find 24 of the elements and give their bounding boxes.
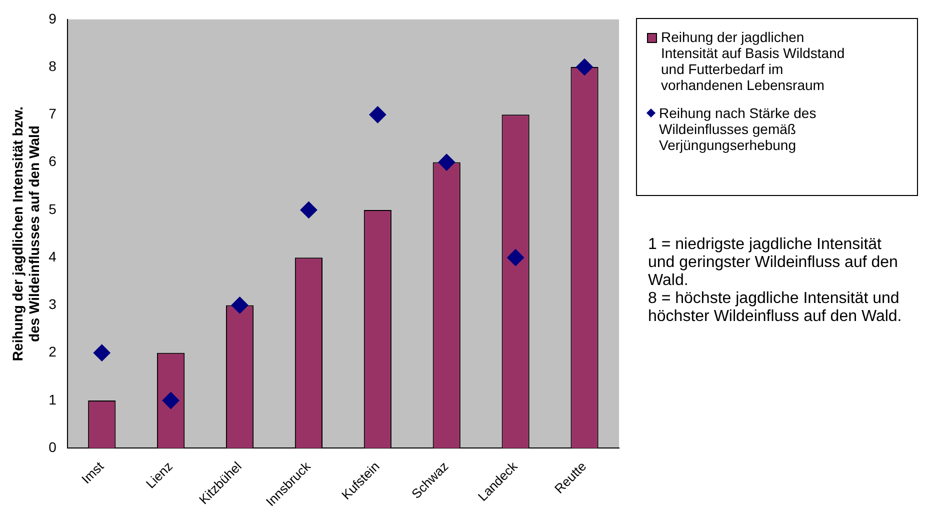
y-tick-label: 3 xyxy=(48,296,57,312)
point xyxy=(93,344,110,362)
point xyxy=(507,249,524,266)
point xyxy=(438,154,456,171)
y-tick-label: 1 xyxy=(48,391,57,408)
y-tick-label: 5 xyxy=(48,200,57,217)
y-axis-title: Reihung der jagdlichen Intensität bzw. des Wildeinflusses auf den Wald xyxy=(9,106,42,362)
y-tick-label: 9 xyxy=(48,10,57,26)
y-tick-label: 7 xyxy=(48,106,57,122)
point xyxy=(231,296,248,314)
text: 1 = niedrigste jagdliche Intensität und geringster Wildeinfluss auf den Wald. xyxy=(648,236,899,290)
point xyxy=(162,392,180,409)
y-tick-label: 6 xyxy=(48,153,57,170)
legend-label: Reihung der jagdlichen Intensität auf Basis Wildstand und Futterbedarf im vorhandenen Lebensraum xyxy=(661,29,846,93)
y-tick-label: 8 xyxy=(48,58,57,74)
point xyxy=(369,106,386,124)
point xyxy=(300,201,318,218)
legend-label: Reihung nach Stärke des Wildeinflusses gemäß Verjüngungserhebung xyxy=(659,105,818,153)
y-tick-label: 4 xyxy=(48,248,57,264)
y-tick-label: 0 xyxy=(48,438,57,455)
x-tick-label: Imst xyxy=(78,458,107,487)
text: 8 = höchste jagdliche Intensität und höchster Wildeinfluss auf den Wald. xyxy=(648,290,903,326)
point xyxy=(576,58,594,76)
y-tick-label: 2 xyxy=(48,344,57,360)
